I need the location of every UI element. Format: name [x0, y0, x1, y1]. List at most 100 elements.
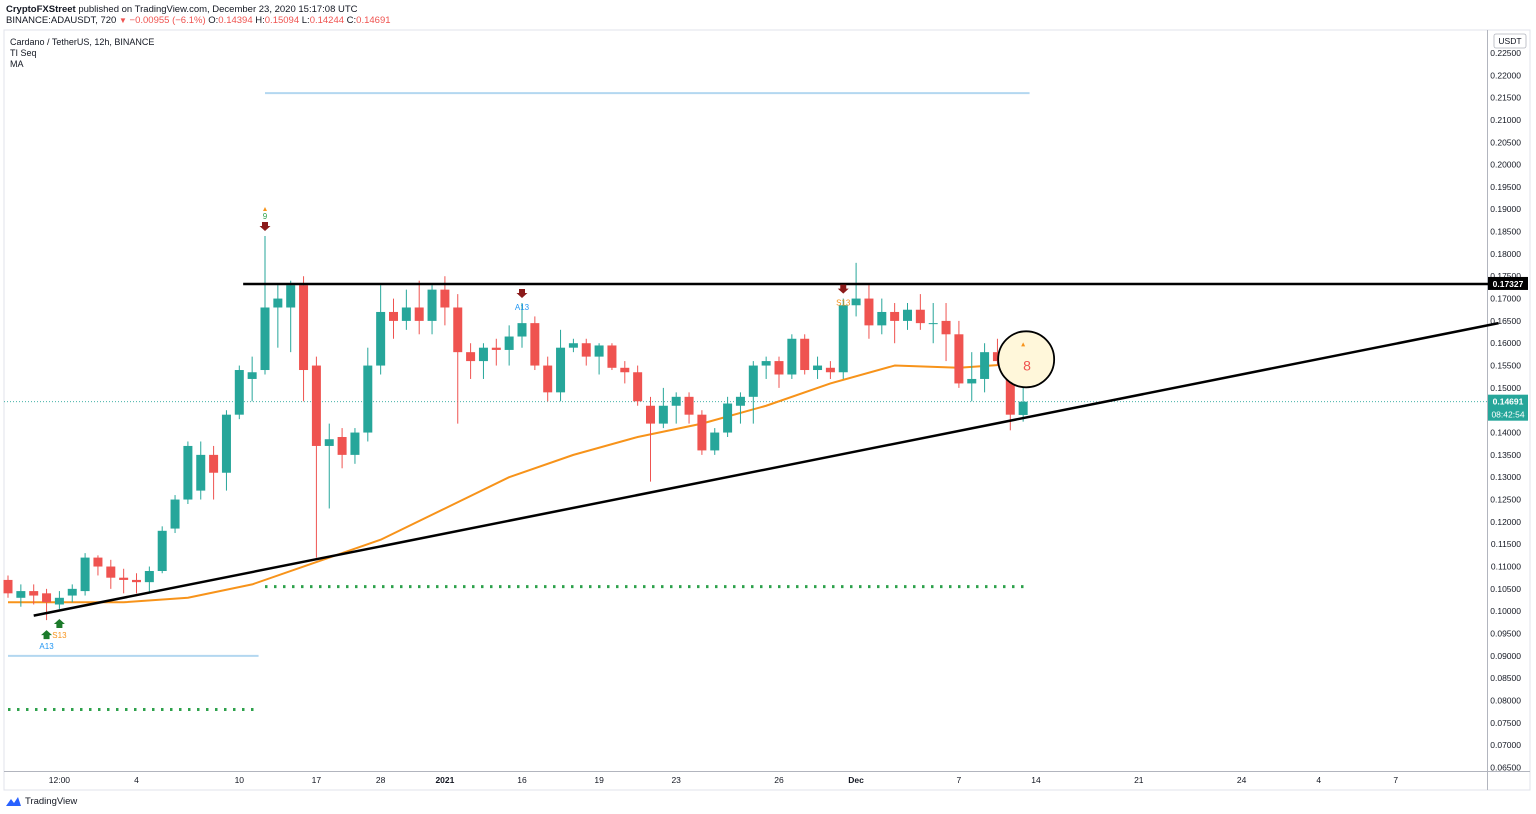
candle-down	[132, 579, 141, 583]
candle-up	[67, 588, 77, 596]
y-axis-tick-label: 0.22500	[1490, 48, 1521, 58]
x-axis-tick-label: 23	[671, 775, 681, 785]
candle-up	[478, 347, 488, 362]
candle-up	[517, 323, 527, 337]
candle-down	[543, 365, 553, 393]
high-value: 0.15094	[264, 15, 300, 26]
candle-up	[196, 454, 206, 491]
x-axis-tick-label: 4	[1316, 775, 1321, 785]
x-axis-tick-label: 17	[312, 775, 322, 785]
support-trendline	[33, 321, 1499, 617]
y-axis-tick-label: 0.22000	[1490, 70, 1521, 80]
y-axis-tick-label: 0.20500	[1490, 137, 1521, 147]
candle-up	[838, 305, 848, 373]
candle-down	[389, 311, 398, 321]
candle-up	[761, 361, 771, 366]
resistance-price-badge	[1488, 276, 1528, 290]
y-axis-tick-label: 0.14000	[1490, 428, 1521, 438]
legend-indicator-ma: MA	[10, 59, 24, 69]
candle-countdown-label: 08:42:54	[1491, 410, 1524, 420]
candle-up	[787, 338, 797, 375]
y-axis-tick-label: 0.07000	[1490, 740, 1521, 750]
candle-down	[93, 557, 103, 567]
candle-up	[157, 530, 167, 571]
x-axis-tick-label: Dec	[848, 775, 864, 785]
candle-up	[877, 311, 887, 326]
sell-arrow-icon	[837, 284, 849, 294]
x-axis-tick-label: 26	[774, 775, 784, 785]
last-price-label: 0.14691	[1493, 397, 1524, 407]
y-axis-tick-label: 0.07500	[1490, 718, 1521, 728]
candle-up	[221, 414, 231, 473]
candle-up	[903, 309, 912, 321]
seq-marker-label: A13	[39, 642, 54, 651]
symbol-line: BINANCE:ADAUSDT, 720	[6, 15, 117, 26]
candle-down	[890, 311, 900, 321]
seq-marker-label: A13	[515, 303, 530, 312]
candle-up	[504, 336, 514, 350]
candle-down	[106, 566, 116, 578]
low-label: L:	[301, 15, 310, 26]
highlight-arrow-icon	[1021, 342, 1026, 347]
candle-up	[928, 323, 938, 325]
candle-up	[170, 499, 180, 529]
candle-up	[851, 298, 861, 306]
change-text: −0.00955 (−6.1%)	[129, 15, 206, 26]
candle-down	[774, 361, 784, 375]
y-axis-tick-label: 0.13500	[1490, 450, 1521, 460]
candle-up	[183, 445, 193, 500]
y-axis-tick-label: 0.12000	[1490, 517, 1521, 527]
y-axis-tick-label: 0.21500	[1490, 93, 1521, 103]
y-axis-tick-label: 0.10500	[1490, 584, 1521, 594]
author-name: CryptoFXStreet	[6, 4, 76, 15]
candle-up	[556, 347, 566, 393]
highlight-circle	[997, 330, 1056, 389]
tradingview-logo[interactable]: TradingView	[4, 795, 77, 807]
x-axis-tick-label: 7	[1393, 775, 1398, 785]
legend-indicator-tdseq: TI Seq	[10, 48, 37, 58]
y-axis-tick-label: 0.15000	[1490, 383, 1521, 393]
x-axis-tick-label: 2021	[435, 775, 454, 785]
candle-up	[144, 570, 154, 583]
candle-up	[401, 307, 411, 321]
published-text: published on TradingView.com, December 2…	[78, 4, 358, 15]
candle-down	[915, 309, 925, 324]
candle-up	[376, 311, 386, 366]
x-axis-tick-label: 14	[1031, 775, 1041, 785]
publish-header: CryptoFXStreet published on TradingView.…	[6, 4, 391, 26]
candle-down	[530, 323, 540, 366]
candle-up	[594, 345, 604, 357]
candle-down	[697, 414, 707, 451]
candle-down	[209, 454, 219, 473]
x-axis-tick-label: 10	[235, 775, 245, 785]
seq-marker-label: S13	[836, 299, 851, 308]
candle-down	[684, 396, 694, 415]
x-axis-tick-label: 12:00	[49, 775, 71, 785]
candle-up	[350, 432, 360, 455]
open-value: 0.14394	[218, 15, 253, 26]
candle-up	[748, 365, 758, 397]
y-axis-tick-label: 0.08000	[1490, 696, 1521, 706]
candle-up	[273, 298, 283, 308]
candle-down	[1005, 361, 1015, 415]
candle-up	[80, 557, 90, 592]
close-label: C:	[346, 15, 357, 26]
candle-down	[646, 405, 655, 424]
y-axis-tick-label: 0.15500	[1490, 361, 1521, 371]
y-axis-tick-label: 0.12500	[1490, 495, 1521, 505]
seq-marker-label: 9	[263, 212, 268, 221]
y-axis-tick-label: 0.20000	[1490, 160, 1521, 170]
candle-down	[3, 579, 13, 594]
highlight-count-label: 8	[1023, 357, 1031, 373]
x-axis-tick-label: 16	[517, 775, 527, 785]
chart-frame	[3, 29, 1531, 791]
candle-up	[286, 285, 296, 308]
candle-down	[954, 334, 964, 384]
y-axis-tick-label: 0.08500	[1490, 673, 1521, 683]
candle-down	[941, 320, 951, 335]
y-axis-tick-label: 0.21000	[1490, 115, 1521, 125]
candle-down	[299, 285, 309, 371]
y-axis-tick-label: 0.13000	[1490, 472, 1521, 482]
moving-average-line	[8, 362, 1024, 604]
